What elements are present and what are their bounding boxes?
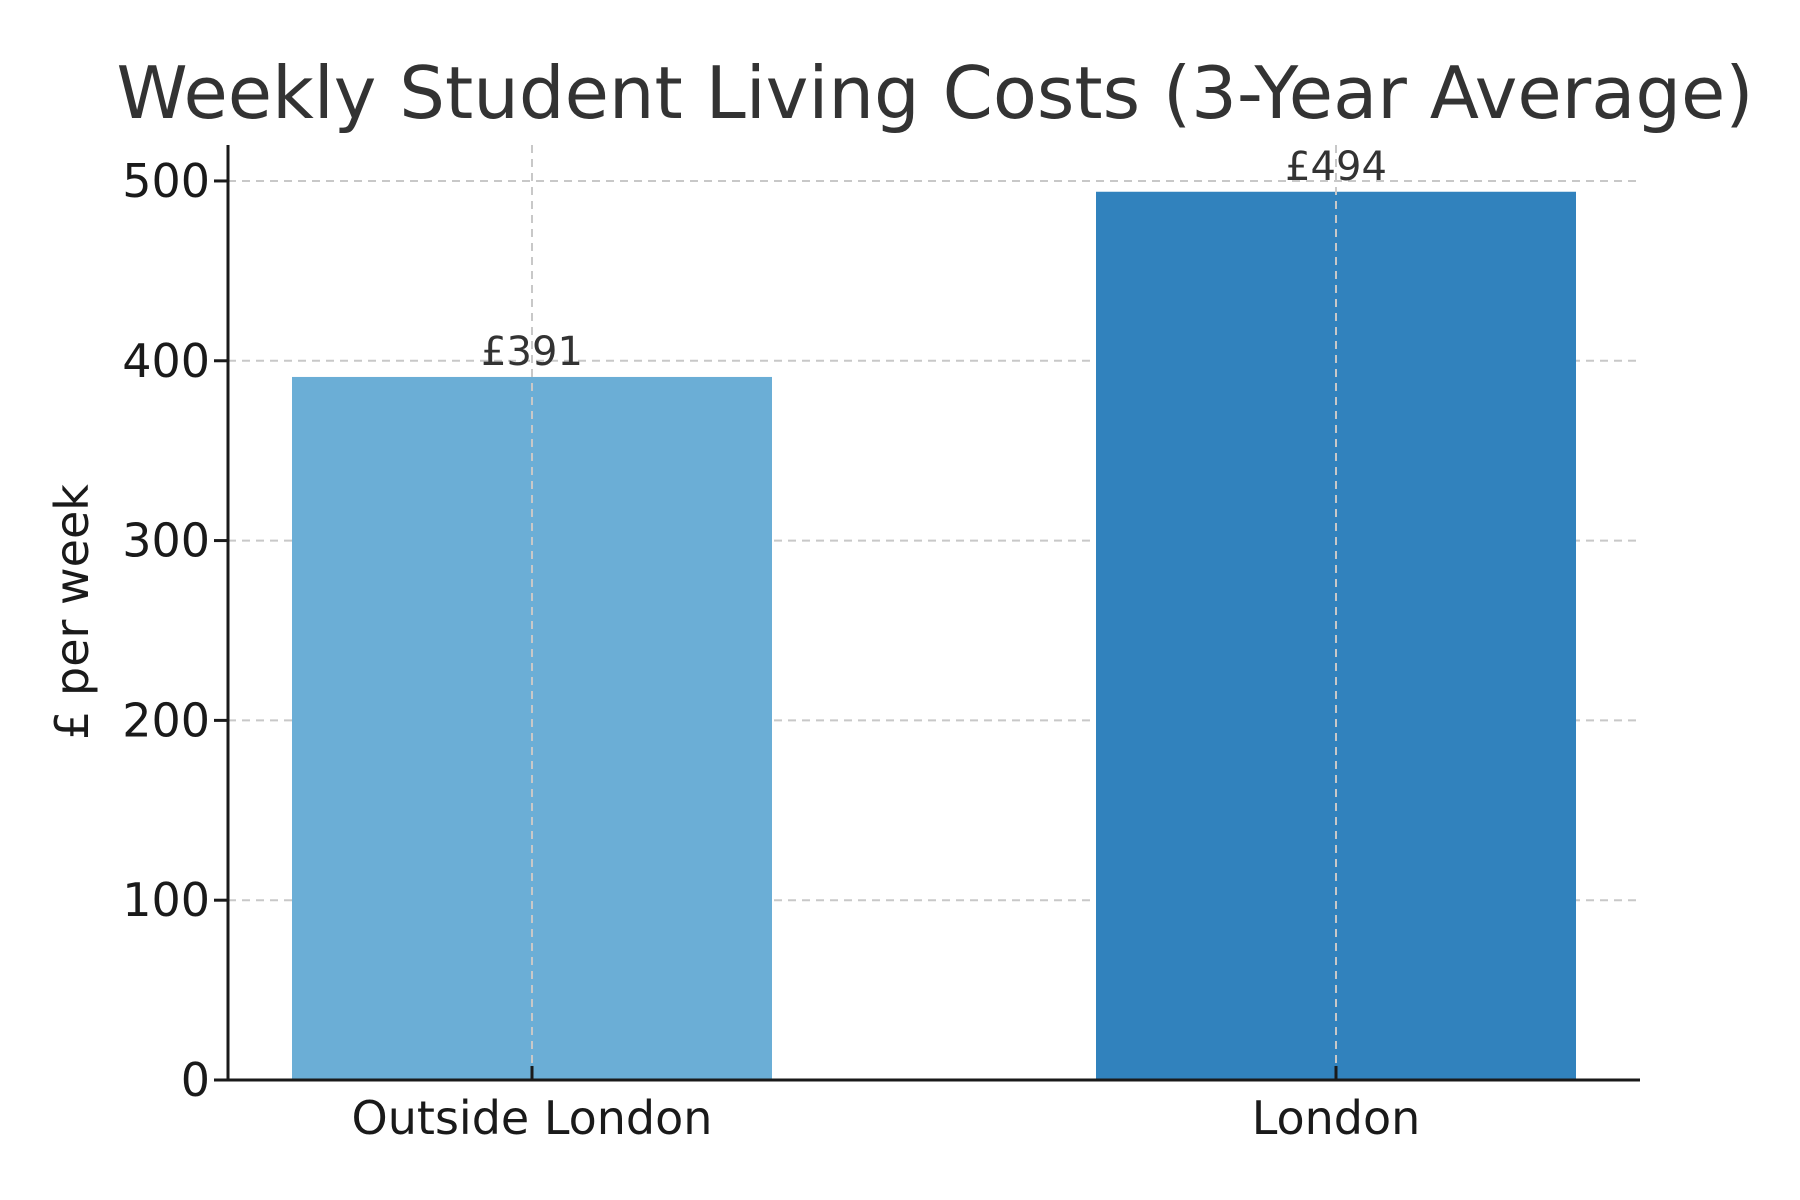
data-label-1: £494 (1285, 144, 1387, 190)
y-tick-label: 200 (122, 693, 210, 747)
y-ticks: 0 100 200 300 400 500 (122, 154, 228, 1107)
y-tick-label: 100 (122, 873, 210, 927)
y-tick-label: 300 (122, 514, 210, 568)
y-axis-label: £ per week (45, 484, 99, 740)
y-tick-label: 500 (122, 154, 210, 208)
y-tick-label: 0 (181, 1053, 210, 1107)
y-tick-label: 400 (122, 334, 210, 388)
x-tick-label: London (1252, 1091, 1421, 1145)
vertical-grid-lines (531, 145, 1337, 1080)
chart-title: Weekly Student Living Costs (3-Year Aver… (117, 51, 1754, 135)
data-labels: £391 £494 (481, 144, 1387, 375)
x-ticks: Outside London London (352, 1066, 1421, 1145)
bars (292, 191, 1576, 1081)
data-label-0: £391 (481, 329, 583, 375)
x-tick-label: Outside London (352, 1091, 713, 1145)
axes (226, 145, 1640, 1082)
